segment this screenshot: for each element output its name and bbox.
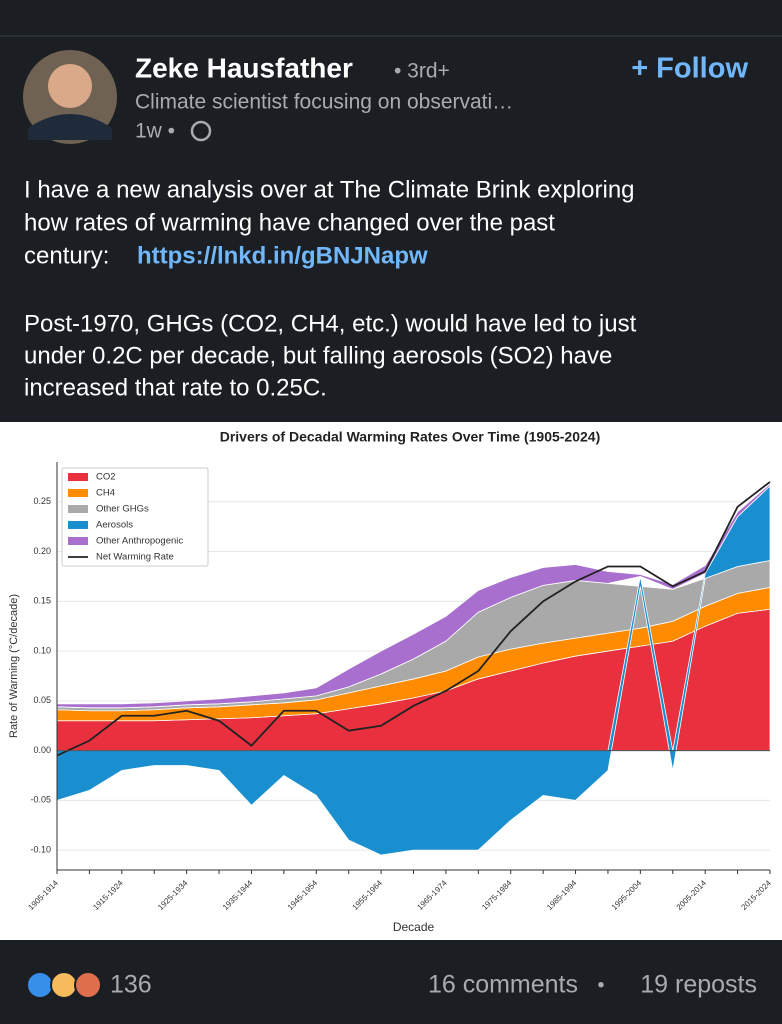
y-tick-label: 0.15	[33, 596, 51, 606]
legend-label: Aerosols	[96, 520, 133, 531]
x-axis-label: Decade	[393, 920, 435, 934]
post-text-line: century:	[24, 242, 109, 269]
legend-label: Net Warming Rate	[96, 552, 174, 563]
post-text-line: Post-1970, GHGs (CO2, CH4, etc.) would h…	[24, 310, 637, 337]
y-tick-label: 0.25	[33, 496, 51, 506]
legend-label: Other GHGs	[96, 504, 149, 515]
connection-degree: • 3rd+	[394, 60, 450, 83]
avatar-shirt	[28, 114, 112, 140]
post-text-line: I have a new analysis over at The Climat…	[24, 176, 635, 203]
post-text-line: how rates of warming have changed over t…	[24, 209, 555, 236]
insightful-icon	[50, 971, 78, 999]
y-tick-label: -0.10	[30, 844, 51, 854]
avatar-face	[48, 64, 92, 108]
y-tick-label: 0.20	[33, 546, 51, 556]
legend-swatch	[68, 473, 88, 481]
reaction-count[interactable]: 136	[110, 971, 152, 999]
comment-count[interactable]: 16 comments	[428, 971, 578, 999]
y-tick-label: 0.10	[33, 645, 51, 655]
legend-box	[61, 467, 209, 567]
globe-icon	[190, 120, 212, 142]
chart-title: Drivers of Decadal Warming Rates Over Ti…	[220, 429, 601, 445]
separator: •	[597, 974, 604, 996]
legend-label: CH4	[96, 488, 115, 499]
follow-button[interactable]: + Follow	[631, 53, 748, 85]
post-link[interactable]: https://lnkd.in/gBNJNapw	[137, 242, 428, 269]
love-icon	[74, 971, 102, 999]
repost-count[interactable]: 19 reposts	[640, 971, 757, 999]
legend-swatch	[68, 537, 88, 545]
area	[56, 483, 771, 709]
legend-swatch	[68, 521, 88, 529]
post-time: 1w •	[135, 120, 175, 143]
legend-swatch	[68, 505, 88, 513]
post-text-line: increased that rate to 0.25C.	[24, 374, 327, 401]
legend-label: CO2	[96, 472, 116, 483]
headline: Climate scientist focusing on observati…	[135, 91, 513, 114]
y-tick-label: -0.05	[30, 795, 51, 805]
y-tick-label: 0.00	[33, 745, 51, 755]
post-text-line: under 0.2C per decade, but falling aeros…	[24, 342, 612, 369]
author-name[interactable]: Zeke Hausfather	[135, 52, 353, 83]
legend-swatch	[68, 489, 88, 497]
y-axis-label: Rate of Warming (°C/decade)	[8, 594, 20, 738]
legend-label: Other Anthropogenic	[96, 536, 183, 547]
net-line	[56, 481, 771, 757]
y-tick-label: 0.05	[33, 695, 51, 705]
like-icon	[26, 971, 54, 999]
